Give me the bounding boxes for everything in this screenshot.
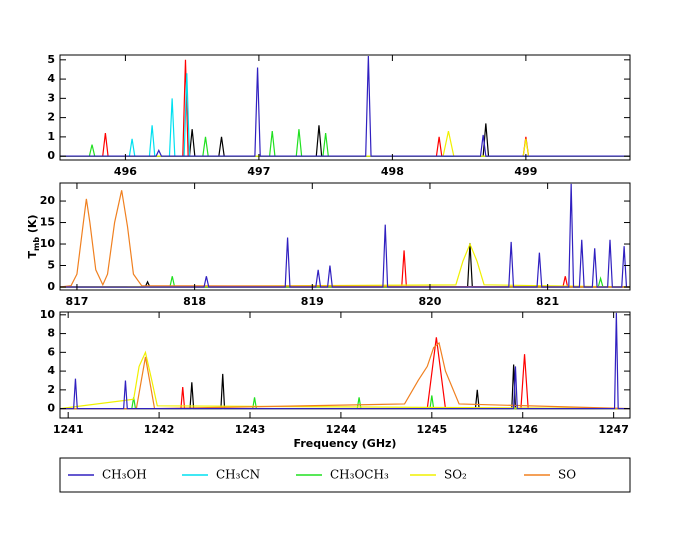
y-tick-label: 5 xyxy=(47,53,55,66)
y-axis-label-part: (K) xyxy=(26,215,39,237)
plot-area xyxy=(60,55,630,157)
axes-frame xyxy=(59,182,631,291)
plot-area xyxy=(60,312,630,410)
x-tick-label: 1245 xyxy=(417,423,448,436)
axes-frame xyxy=(59,311,631,419)
x-tick-label: 499 xyxy=(514,165,537,178)
y-axis-label-part: mb xyxy=(32,237,41,251)
spectrum-line xyxy=(60,312,630,410)
x-tick-label: 819 xyxy=(301,295,324,308)
x-tick-label: 817 xyxy=(65,295,88,308)
spectrum-line xyxy=(60,123,630,157)
spectrum-line xyxy=(60,183,630,288)
x-tick-label: 498 xyxy=(381,165,404,178)
x-tick-label: 1246 xyxy=(507,423,538,436)
legend-label: SO₂ xyxy=(444,468,467,482)
y-tick-label: 2 xyxy=(47,111,55,124)
y-tick-label: 1 xyxy=(47,130,55,143)
x-tick-label: 1247 xyxy=(598,423,629,436)
y-tick-label: 20 xyxy=(40,194,56,207)
spectrum-line xyxy=(60,129,630,157)
y-tick-label: 0 xyxy=(47,280,55,293)
spectrum-line xyxy=(60,341,630,410)
y-axis-label-part: T xyxy=(26,251,39,259)
x-tick-label: 821 xyxy=(536,295,559,308)
legend-label: CH₃CN xyxy=(216,468,260,482)
spectrum-line xyxy=(60,242,630,288)
y-tick-label: 3 xyxy=(47,91,55,104)
y-tick-label: 15 xyxy=(40,216,55,229)
x-tick-label: 818 xyxy=(183,295,206,308)
y-tick-label: 0 xyxy=(47,402,55,415)
spectrum-line xyxy=(60,59,630,157)
axes-frame xyxy=(59,54,631,161)
y-tick-label: 4 xyxy=(47,72,55,85)
y-tick-label: 6 xyxy=(47,345,55,358)
y-tick-label: 8 xyxy=(47,327,55,340)
y-tick-label: 5 xyxy=(47,259,55,272)
spectrum-line xyxy=(60,130,630,157)
plot-area xyxy=(60,183,630,288)
y-tick-label: 10 xyxy=(40,237,56,250)
spectrum-line xyxy=(60,243,630,288)
spectrum-line xyxy=(60,73,630,157)
spectrum-line xyxy=(60,190,630,288)
x-tick-label: 820 xyxy=(418,295,441,308)
spectrum-line xyxy=(60,364,630,410)
legend-label: SO xyxy=(558,468,576,482)
spectrum-line xyxy=(60,350,630,410)
y-tick-label: 2 xyxy=(47,383,55,396)
x-tick-label: 1243 xyxy=(235,423,266,436)
x-tick-label: 497 xyxy=(247,165,270,178)
x-tick-label: 1244 xyxy=(326,423,357,436)
legend: CH₃OH CH₃CN CH₃OCH₃ SO₂ SO xyxy=(59,457,631,493)
x-tick-label: 1241 xyxy=(53,423,84,436)
legend-label: CH₃OH xyxy=(102,468,147,482)
x-axis-label: Frequency (GHz) xyxy=(294,437,397,450)
y-axis-label: Tmb (K) xyxy=(26,215,41,259)
spectrum-line xyxy=(60,337,630,410)
legend-box xyxy=(59,457,631,493)
x-tick-label: 1242 xyxy=(144,423,175,436)
x-tick-label: 496 xyxy=(114,165,137,178)
spectrum-line xyxy=(60,55,630,157)
y-tick-label: 4 xyxy=(47,364,55,377)
legend-label: CH₃OCH₃ xyxy=(330,468,389,482)
spectrum-line xyxy=(60,250,630,288)
y-tick-label: 0 xyxy=(47,149,55,162)
y-tick-label: 10 xyxy=(40,308,56,321)
